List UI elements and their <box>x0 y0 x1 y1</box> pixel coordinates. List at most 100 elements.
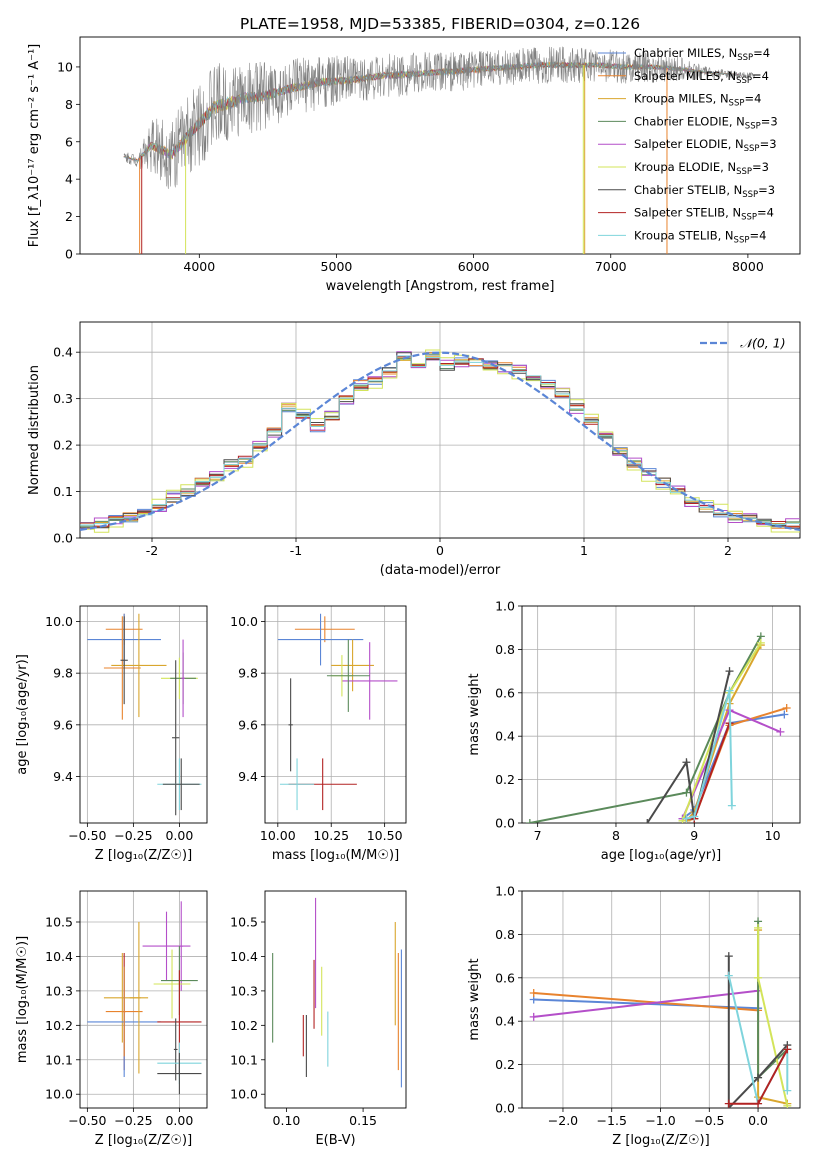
y-tick-label: 0.6 <box>495 685 515 700</box>
y-tick-label: 9.6 <box>238 717 258 732</box>
x-tick-label: 0.00 <box>165 828 193 843</box>
mass-weight-line <box>727 956 789 1108</box>
x-tick-label: −1.0 <box>645 1113 675 1128</box>
x-tick-label: 0.0 <box>748 1113 768 1128</box>
mass-weight-marker <box>782 703 791 712</box>
mass-weight-marker <box>783 1086 792 1095</box>
y-tick-label: 0.2 <box>53 438 73 453</box>
axes-frame <box>79 321 801 539</box>
axes-frame <box>79 36 801 255</box>
legend-label: Kroupa MILES, NSSP=4 <box>634 92 761 109</box>
mass-weight-line <box>685 644 762 822</box>
x-tick-label: −2.0 <box>548 1113 578 1128</box>
errorbars <box>87 613 202 816</box>
y-tick-label: 0.2 <box>495 1057 515 1072</box>
y-tick-label: 0.4 <box>495 729 515 744</box>
age-vs-metallicity-plot: −0.50 −0.25 0.00 9.4 9.6 9.8 10.0 Z [log₁₀(Z/Z☉… <box>15 605 208 863</box>
y-tick-label: 0.0 <box>53 531 73 546</box>
errorbars <box>272 897 402 1088</box>
legend-label: Chabrier STELIB, NSSP=3 <box>634 183 775 200</box>
y-tick-label: 2 <box>65 209 73 224</box>
y-tick-label: 0.0 <box>495 816 515 831</box>
y-tick-label: 9.8 <box>238 666 258 681</box>
figure-title: PLATE=1958, MJD=53385, FIBERID=0304, z=0… <box>240 15 640 33</box>
x-tick-label: -2 <box>146 543 158 558</box>
x-tick-label: 7000 <box>595 259 627 274</box>
mass-weight-line <box>757 927 789 1107</box>
x-tick-label: 6000 <box>458 259 490 274</box>
x-axis-label: E(B-V) <box>315 1133 355 1148</box>
legend-label: 𝒩(0, 1) <box>740 336 786 351</box>
mass-weight-vs-metallicity-plot: −2.0 −1.5 −1.0 −0.5 0.0 0.0 0.2 0.4 0.6 0.8 1.0 Z [… <box>467 884 801 1148</box>
y-tick-label: 8 <box>65 97 73 112</box>
x-axis-label: Z [log₁₀(Z/Z☉)] <box>95 1133 192 1148</box>
x-axis-label: wavelength [Angstrom, rest frame] <box>326 279 555 294</box>
x-tick-label: 10.25 <box>313 828 349 843</box>
y-tick-label: 10.5 <box>45 915 73 930</box>
legend-label: Salpeter STELIB, NSSP=4 <box>634 206 774 223</box>
y-tick-label: 10.1 <box>230 1052 258 1067</box>
y-tick-label: 0.0 <box>495 1101 515 1116</box>
x-tick-label: 7 <box>534 828 542 843</box>
x-tick-label: −1.5 <box>597 1113 627 1128</box>
mass-weight-marker <box>776 727 785 736</box>
y-tick-label: 10.0 <box>230 1087 258 1102</box>
y-tick-label: 0.1 <box>53 484 73 499</box>
mass-weight-marker <box>682 758 691 767</box>
x-tick-label: -1 <box>290 543 302 558</box>
spectrum-legend: Chabrier MILES, NSSP=4 Salpeter MILES, NS… <box>598 46 778 245</box>
mass-weight-marker <box>754 1099 763 1108</box>
spectrum-lines <box>123 46 755 254</box>
x-tick-label: 0.15 <box>349 1113 377 1128</box>
y-tick-label: 10 <box>57 59 73 74</box>
mass-weight-line <box>533 992 759 1012</box>
mass-weight-marker <box>529 988 538 997</box>
mass-weight-line <box>529 635 762 823</box>
x-tick-label: 0 <box>436 543 444 558</box>
legend-label: Salpeter MILES, NSSP=4 <box>634 69 769 86</box>
y-tick-label: 0.4 <box>495 1014 515 1029</box>
y-tick-label: 0.3 <box>53 391 73 406</box>
mass-weight-marker <box>724 952 733 961</box>
x-tick-label: 5000 <box>321 259 353 274</box>
x-tick-label: 0.00 <box>165 1113 193 1128</box>
mass-weight-line <box>646 670 731 823</box>
y-tick-label: 10.2 <box>45 1018 73 1033</box>
mass-weight-marker <box>525 819 534 823</box>
y-tick-label: 9.8 <box>53 666 73 681</box>
mass-weight-marker <box>643 819 652 823</box>
y-tick-label: 9.4 <box>53 769 73 784</box>
x-axis-label: Z [log₁₀(Z/Z☉)] <box>612 1133 709 1148</box>
mass-weight-marker <box>727 801 736 810</box>
normal-distribution-curve <box>80 351 800 531</box>
mass-weight-marker <box>725 686 734 695</box>
y-tick-label: 0.8 <box>495 642 515 657</box>
mass-weight-marker <box>529 1012 538 1021</box>
x-tick-label: −0.5 <box>694 1113 724 1128</box>
mass-weight-vs-age-plot: 7 8 9 10 0.0 0.2 0.4 0.6 0.8 1.0 age [log₁₀(age/yr… <box>467 599 801 863</box>
mass-weight-marker <box>754 1073 763 1082</box>
mass-weight-marker <box>756 638 765 647</box>
y-tick-label: 10.0 <box>230 614 258 629</box>
axes-frame <box>79 890 208 1109</box>
x-tick-label: 9 <box>690 828 698 843</box>
y-axis-label: mass weight <box>467 673 482 755</box>
mass-weight-marker <box>783 1045 792 1054</box>
legend-label: Chabrier ELODIE, NSSP=3 <box>634 114 778 131</box>
x-tick-label: 2 <box>724 543 732 558</box>
y-axis-label: age [log₁₀(age/yr)] <box>15 654 30 775</box>
x-tick-label: 8 <box>612 828 620 843</box>
legend-label: Salpeter ELODIE, NSSP=3 <box>634 137 777 154</box>
axes-frame <box>264 605 407 824</box>
y-tick-label: 10.0 <box>45 1087 73 1102</box>
y-tick-label: 10.0 <box>45 614 73 629</box>
histogram-steps <box>80 349 800 533</box>
y-tick-label: 9.4 <box>238 769 258 784</box>
age-vs-mass-plot: 10.00 10.25 10.50 9.4 9.6 9.8 10.0 mass [log₁₀(… <box>230 605 407 863</box>
mass-weight-marker <box>690 812 699 821</box>
x-tick-label: 10 <box>765 828 781 843</box>
x-tick-label: 10.50 <box>367 828 403 843</box>
mass-weight-line <box>686 690 733 820</box>
y-tick-label: 0 <box>65 247 73 262</box>
y-tick-label: 6 <box>65 134 73 149</box>
